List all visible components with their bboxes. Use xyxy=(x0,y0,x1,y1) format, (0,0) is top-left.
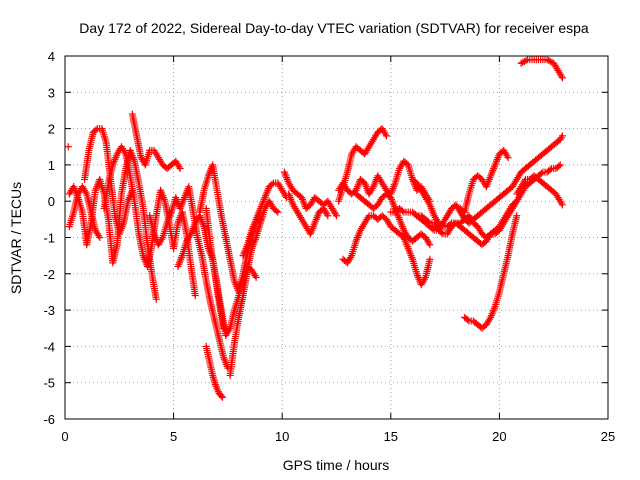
data-point-594 xyxy=(191,292,199,300)
data-point-1982 xyxy=(558,132,566,140)
data-point-1868 xyxy=(546,166,554,174)
y-tick-label-6: 0 xyxy=(48,194,55,209)
data-point-1674 xyxy=(426,241,434,249)
x-tick-label-0: 0 xyxy=(61,429,68,444)
y-tick-label-3: -3 xyxy=(43,303,55,318)
data-point-1110 xyxy=(220,324,228,332)
data-point-0 xyxy=(64,143,72,151)
chart-title: Day 172 of 2022, Sidereal Day-to-day VTE… xyxy=(79,20,589,36)
data-point-1424 xyxy=(382,132,390,140)
data-point-651 xyxy=(176,165,184,173)
y-tick-label-2: -4 xyxy=(43,339,55,354)
data-point-1863 xyxy=(537,169,545,177)
tick-layer: 0 5 10 15 20 25 -6 -5 -4 -3 -2 -1 0 1 2 3 4 xyxy=(43,49,615,444)
y-tick-label-4: -2 xyxy=(43,267,55,282)
x-tick-label-4: 20 xyxy=(492,429,506,444)
data-point-1682 xyxy=(398,207,406,215)
data-point-2037 xyxy=(504,154,512,162)
y-tick-label-9: 3 xyxy=(48,85,55,100)
y-tick-label-7: 1 xyxy=(48,158,55,173)
data-point-1231 xyxy=(274,208,282,216)
x-axis-title: GPS time / hours xyxy=(283,457,390,473)
y-tick-label-1: -5 xyxy=(43,376,55,391)
x-tick-label-3: 15 xyxy=(384,429,398,444)
data-point-1874 xyxy=(556,161,564,169)
marker-layer xyxy=(64,56,566,401)
data-point-2040 xyxy=(464,316,472,324)
data-point-1610 xyxy=(426,255,434,263)
data-point-1873 xyxy=(555,162,563,170)
data-point-2107 xyxy=(513,212,521,220)
data-point-1371 xyxy=(324,212,332,220)
data-point-303 xyxy=(92,126,100,134)
data-point-2168 xyxy=(558,74,566,82)
x-tick-label-1: 5 xyxy=(170,429,177,444)
y-tick-label-10: 4 xyxy=(48,49,55,64)
data-point-47 xyxy=(96,234,104,241)
data-point-277 xyxy=(152,295,160,303)
data-point-1230 xyxy=(272,207,280,215)
data-point-2142 xyxy=(558,201,566,209)
y-tick-label-5: -1 xyxy=(43,231,55,246)
data-point-2146 xyxy=(522,57,530,65)
data-point-1329 xyxy=(333,212,340,220)
y-axis-title: SDTVAR / TECUs xyxy=(8,182,24,294)
x-tick-label-2: 10 xyxy=(275,429,289,444)
data-point-1795 xyxy=(446,220,454,228)
y-tick-label-8: 2 xyxy=(48,122,55,137)
data-point-1886 xyxy=(429,225,437,233)
data-point-1271 xyxy=(268,180,276,188)
data-point-1137 xyxy=(217,392,225,400)
y-tick-label-0: -6 xyxy=(43,412,55,427)
x-tick-label-5: 25 xyxy=(601,429,615,444)
data-point-1138 xyxy=(218,393,226,401)
data-point-926 xyxy=(252,273,260,281)
